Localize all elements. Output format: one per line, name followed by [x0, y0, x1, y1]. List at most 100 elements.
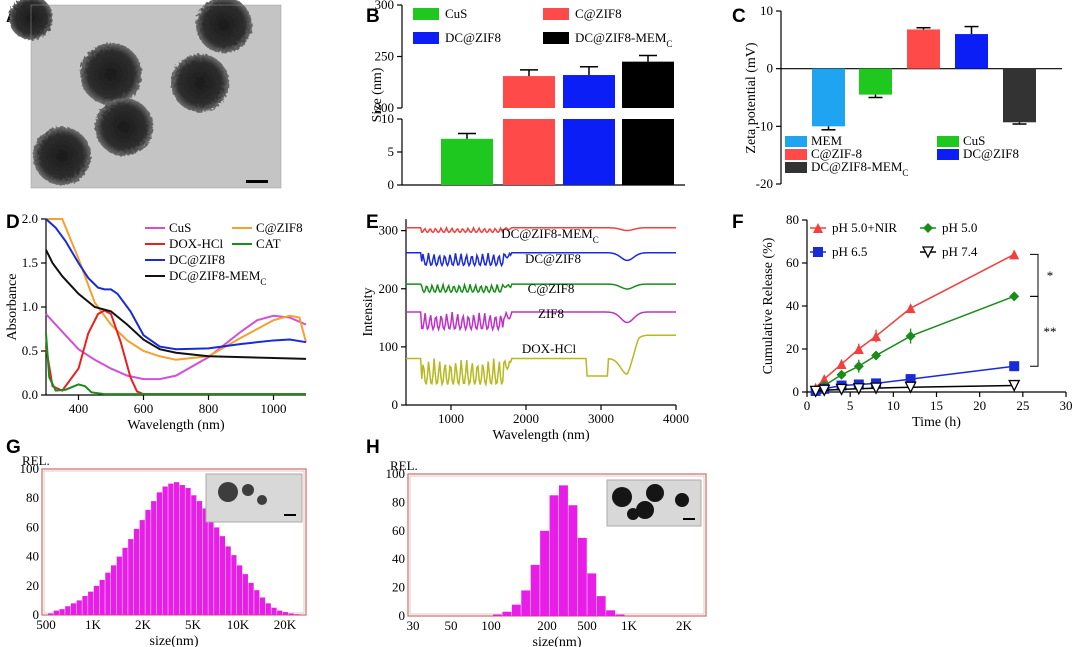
y-axis-label: Size (nm) — [370, 67, 385, 122]
hist-bar — [596, 596, 606, 616]
legend-label: C@ZIF-8 — [811, 146, 862, 161]
chart-f: 0 5 10 15 20 25 30 0 20 40 60 80 Time (h) Cumulative … — [761, 212, 1072, 430]
marker — [905, 303, 916, 314]
bar-lower — [563, 119, 615, 185]
y-tick-label: 200 — [379, 281, 399, 296]
series-label: DOX-HCl — [522, 341, 577, 356]
hist-bar — [282, 612, 289, 615]
x-axis-label: Time (h) — [912, 415, 961, 430]
hist-bar — [277, 610, 283, 615]
hist-bar — [88, 591, 94, 615]
y-tick-label: 40 — [786, 298, 799, 313]
x-tick-label: 50 — [445, 618, 458, 633]
hist-bar — [225, 546, 231, 615]
x-tick-label: 25 — [1016, 398, 1029, 413]
x-tick-label: 2000 — [513, 411, 539, 426]
legend-swatch — [413, 8, 439, 20]
chart-c: -20 -10 0 10 Zeta potential (mV) MEM CuS C@ZIF-… — [744, 3, 1062, 191]
y-tick-label: 80 — [26, 490, 39, 505]
legend-label: CuS — [169, 220, 191, 235]
x-tick-label: 2K — [135, 617, 152, 632]
legend-label: DC@ZIF8 — [963, 146, 1019, 161]
x-tick-label: 5 — [847, 398, 854, 413]
x-tick-label: 30 — [407, 618, 420, 633]
y-tick-label: 2.0 — [22, 211, 38, 226]
legend-label: DC@ZIF8-MEMC — [169, 268, 266, 287]
panel-label-c: C — [732, 6, 746, 27]
marker — [836, 359, 847, 370]
hist-bar — [615, 614, 625, 616]
legend-label: DOX-HCl — [169, 236, 224, 251]
x-tick-label: 0 — [804, 398, 811, 413]
y-tick-label: 250 — [375, 49, 395, 64]
legend-label: C@ZIF8 — [256, 220, 303, 235]
tem-image-a — [9, 0, 282, 189]
series-label: DC@ZIF8-MEMC — [501, 226, 598, 245]
hist-bar — [93, 585, 100, 615]
hist-bar — [294, 614, 300, 615]
hist-bar — [111, 565, 117, 615]
x-tick-label: 600 — [134, 401, 154, 416]
x-tick-label: 3000 — [588, 411, 614, 426]
legend-label: CuS — [963, 133, 985, 148]
legend-label: DC@ZIF8-MEMC — [811, 159, 908, 178]
chart-e: 1000 2000 3000 4000 0 100 200 300 Wavelength (nm… — [361, 219, 689, 443]
series-line — [45, 249, 307, 360]
x-tick-label: 15 — [930, 398, 943, 413]
x-tick-label: 4000 — [663, 411, 689, 426]
marker — [923, 223, 933, 233]
y-axis-label: Zeta potential (mV) — [744, 42, 759, 154]
legend-label: CuS — [445, 6, 467, 21]
hist-bar — [577, 537, 587, 616]
hist-bar — [48, 613, 54, 615]
series-line — [406, 281, 676, 294]
inset-particle — [257, 495, 267, 505]
marker — [818, 384, 831, 397]
marker — [819, 374, 830, 385]
y-tick-label: 20 — [392, 580, 405, 595]
x-tick-label: 400 — [69, 401, 89, 416]
hist-bar — [271, 607, 277, 615]
inset-particle — [612, 487, 632, 507]
inset-scale-bar — [683, 518, 695, 520]
x-tick-label: 2K — [676, 618, 693, 633]
bar — [907, 29, 940, 69]
panel-label-f: F — [732, 212, 744, 233]
series-line — [406, 334, 676, 388]
x-tick-label: 200 — [537, 618, 557, 633]
legend-swatch — [785, 162, 807, 173]
legend-swatch — [413, 32, 439, 44]
y-tick-label: 0 — [399, 608, 406, 623]
hist-bar — [116, 556, 122, 615]
y-tick-label: 100 — [379, 339, 399, 354]
hist-bar — [208, 517, 214, 615]
x-tick-label: 100 — [481, 618, 501, 633]
hist-bar — [214, 527, 220, 615]
hist-bar — [65, 606, 71, 615]
marker — [905, 374, 916, 385]
panel-label-b: B — [366, 6, 380, 27]
panel-label-d: D — [6, 212, 20, 233]
panel-label-e: E — [366, 212, 379, 233]
x-tick-label: 1000 — [438, 411, 464, 426]
inset-particle — [218, 482, 238, 502]
y-tick-label: 40 — [26, 549, 39, 564]
hist-bar — [162, 486, 168, 615]
marker — [813, 247, 823, 257]
hist-bar — [493, 614, 502, 616]
y-axis-label: Intensity — [361, 288, 376, 337]
chart-d: 400 600 800 1000 0.0 0.5 1.0 1.5 2.0 Wavelength (… — [5, 211, 307, 433]
hist-bar — [191, 495, 197, 615]
inset-particle — [242, 484, 254, 496]
hist-bar — [265, 603, 271, 615]
hist-bar — [174, 482, 180, 615]
y-tick-label: 100 — [386, 466, 406, 481]
hist-bar — [219, 536, 226, 615]
legend-label: pH 7.4 — [942, 244, 978, 259]
series-line — [45, 333, 306, 396]
hist-bar — [502, 611, 512, 616]
series-line — [46, 218, 307, 361]
hist-bar — [254, 590, 260, 615]
